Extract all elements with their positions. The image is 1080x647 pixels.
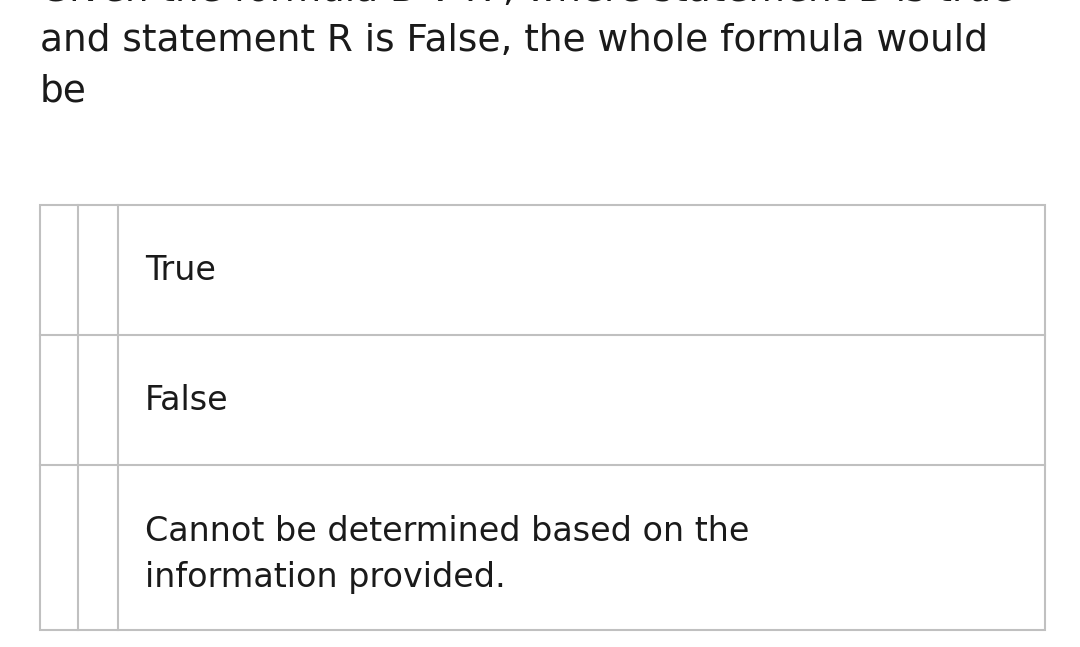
Text: False: False	[145, 384, 229, 417]
Text: Given the formula B V R , where statement B is true
and statement R is False, th: Given the formula B V R , where statemen…	[40, 0, 1014, 109]
Bar	[40, 205, 1045, 630]
Text: Cannot be determined based on the
information provided.: Cannot be determined based on the inform…	[145, 515, 750, 594]
Text: True: True	[145, 254, 216, 287]
